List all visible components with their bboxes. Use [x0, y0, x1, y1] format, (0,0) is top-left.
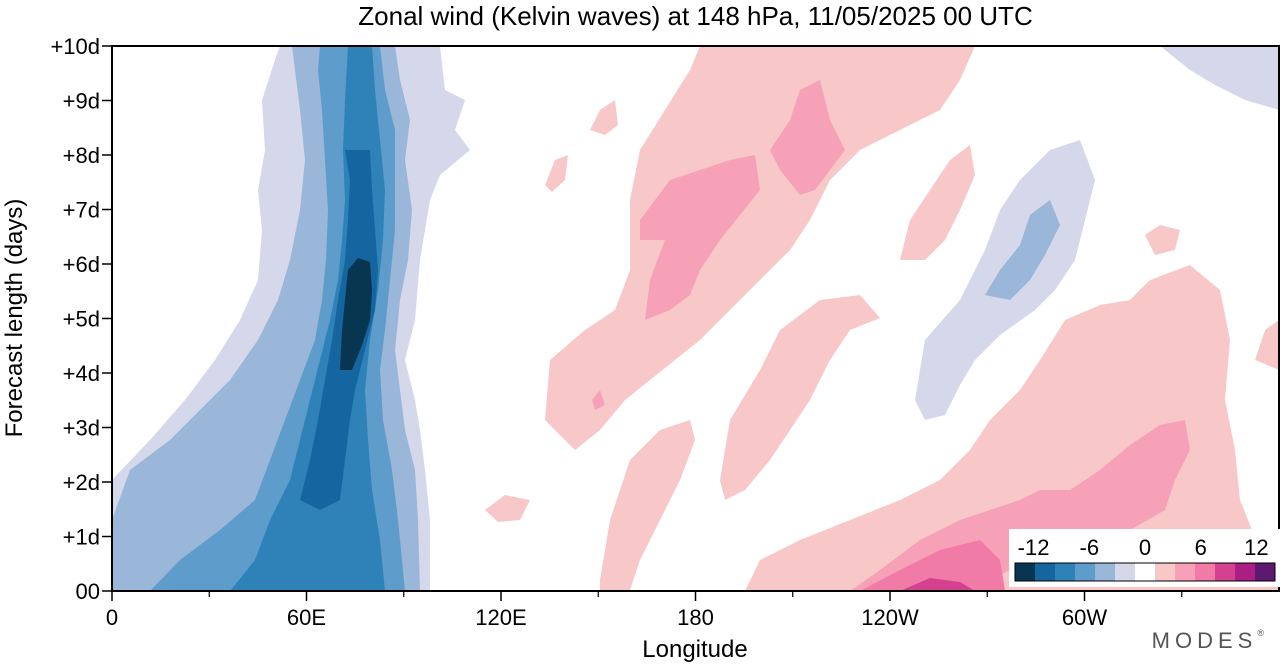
colorbar-swatch: [1155, 563, 1176, 581]
contour-pos-4-d: [592, 390, 605, 410]
colorbar-swatch: [1255, 563, 1276, 581]
colorbar-swatch: [1055, 563, 1076, 581]
x-tick-label: 120W: [861, 605, 919, 630]
x-tick-label: 180: [677, 605, 714, 630]
contour-pos-6: [860, 540, 1005, 591]
colorbar-swatch: [1135, 563, 1156, 581]
contour-pos-2-band-b: [600, 420, 695, 591]
modes-logo: MODES®: [1152, 628, 1264, 654]
colorbar: -12 -6 0 6 12: [1009, 529, 1280, 587]
contour-pos-4-a: [640, 155, 760, 320]
colorbar-label: -6: [1080, 535, 1100, 560]
x-tick-label: 0: [106, 605, 118, 630]
contour-pos-4-b: [770, 80, 845, 195]
y-tick-label: 00: [76, 579, 100, 604]
y-axis-label: Forecast length (days): [1, 199, 28, 438]
contour-neg-12: [340, 258, 372, 370]
contour-pos-2-patch-1: [590, 100, 618, 135]
y-tick-label: +3d: [63, 416, 100, 441]
contour-pos-2-patch-5: [1255, 320, 1279, 370]
contour-neg-10: [300, 150, 378, 510]
x-axis-label: Longitude: [642, 636, 747, 663]
colorbar-swatch: [1215, 563, 1236, 581]
contour-field: [112, 46, 1279, 591]
logo-text: MODES: [1151, 628, 1258, 653]
y-axis: 00 +1d +2d +3d +4d +5d +6d +7d +8d +9d +10d: [50, 34, 112, 604]
contour-pos-2-band-e: [900, 145, 975, 260]
chart-title: Zonal wind (Kelvin waves) at 148 hPa, 11…: [358, 1, 1033, 31]
contour-pos-2-band-c: [720, 295, 880, 500]
colorbar-label: 0: [1139, 535, 1151, 560]
y-tick-label: +7d: [63, 198, 100, 223]
colorbar-swatch: [1235, 563, 1256, 581]
x-tick-label: 120E: [475, 605, 526, 630]
colorbar-label: 12: [1244, 535, 1268, 560]
y-tick-label: +10d: [50, 34, 100, 59]
colorbar-label: -12: [1018, 535, 1050, 560]
colorbar-frame: [1014, 562, 1276, 582]
contour-pos-4-c: [850, 420, 1190, 591]
contour-neg-4-east: [985, 200, 1060, 300]
y-tick-label: +6d: [63, 252, 100, 277]
colorbar-swatch: [1075, 563, 1096, 581]
x-tick-label: 60E: [287, 605, 326, 630]
colorbar-label: 6: [1195, 535, 1207, 560]
logo-mark: ®: [1257, 628, 1264, 638]
y-tick-label: +9d: [63, 89, 100, 114]
contour-pos-2-patch-4: [1145, 225, 1180, 255]
colorbar-swatch: [1015, 563, 1036, 581]
colorbar-swatch: [1035, 563, 1056, 581]
colorbar-swatch: [1115, 563, 1136, 581]
contour-pos-8: [900, 578, 975, 591]
y-tick-label: +2d: [63, 470, 100, 495]
y-tick-label: +5d: [63, 307, 100, 332]
contour-pos-2-band-a: [545, 46, 975, 450]
contour-pos-2-patch-2: [545, 155, 568, 192]
y-tick-label: +1d: [63, 525, 100, 550]
y-tick-label: +8d: [63, 143, 100, 168]
x-axis: 0 60E 120E 180 120W 60W: [106, 591, 1183, 630]
colorbar-swatch: [1195, 563, 1216, 581]
contour-neg-8: [230, 46, 385, 591]
y-tick-label: +4d: [63, 361, 100, 386]
colorbar-swatch: [1095, 563, 1116, 581]
contour-pos-2-patch-3: [485, 495, 530, 522]
colorbar-swatch: [1175, 563, 1196, 581]
x-tick-label: 60W: [1062, 605, 1107, 630]
contour-neg-2-ne: [1160, 46, 1279, 110]
